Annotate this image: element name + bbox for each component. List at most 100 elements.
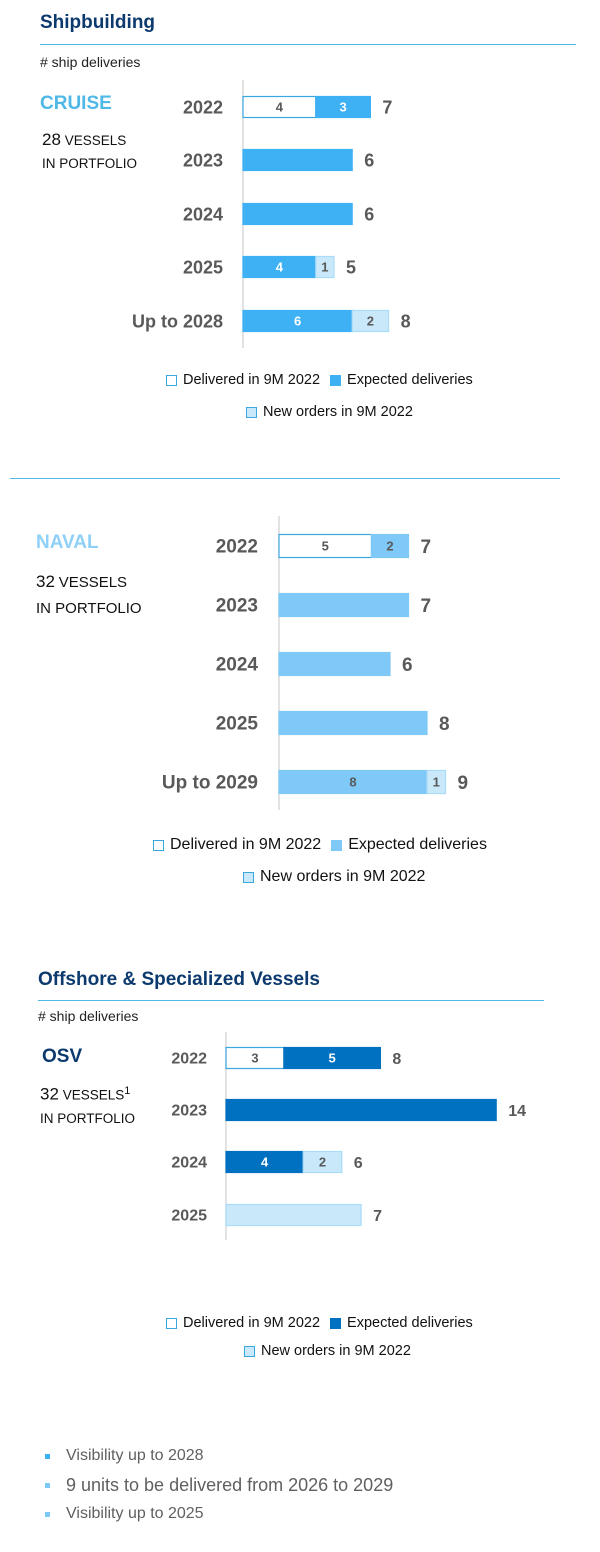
segment-value-label: 2 (319, 1155, 326, 1170)
category-label: 2023 (216, 596, 258, 617)
osv-footnote: 1 (124, 1085, 131, 1097)
osv-label: OSV (42, 1046, 83, 1067)
naval-label: NAVAL (36, 532, 99, 553)
osv-portfolio-text: IN PORTFOLIO (40, 1110, 136, 1126)
cruise-legend-row-2: New orders in 9M 2022 (246, 404, 413, 420)
bar-expected (283, 1046, 381, 1070)
naval-vessel-count: 32 (36, 572, 55, 591)
cruise-legend-row-1: Delivered in 9M 2022 Expected deliveries (166, 372, 473, 388)
bullet-text: Visibility up to 2025 (66, 1505, 204, 1522)
cruise-chart: 2022 4 3 7 2023 6 2024 6 2025 4 1 5 Up to 2028 6 2 8 (132, 80, 411, 348)
bar-expected (278, 592, 410, 618)
total-value-label: 9 (458, 773, 469, 794)
bar-new-orders (351, 309, 390, 333)
total-value-label: 7 (421, 537, 432, 558)
naval-legend-row-2: New orders in 9M 2022 (243, 868, 425, 886)
segment-value-label: 4 (276, 100, 284, 115)
bullet-text: Visibility up to 2028 (66, 1447, 204, 1464)
bullet-square-icon (45, 1482, 50, 1488)
naval-vessels-word: VESSELS (58, 574, 128, 591)
total-value-label: 7 (373, 1208, 382, 1225)
legend-new-orders-label: New orders in 9M 2022 (260, 868, 426, 885)
segment-value-label: 3 (251, 1051, 258, 1066)
legend-delivered-label: Delivered in 9M 2022 (183, 372, 321, 388)
legend-new-orders-label: New orders in 9M 2022 (263, 404, 413, 420)
legend-new-orders-swatch (243, 871, 254, 883)
total-value-label: 5 (346, 257, 356, 277)
legend-delivered-swatch (153, 839, 164, 851)
section-divider (10, 478, 560, 479)
total-value-label: 6 (402, 655, 413, 676)
category-label: 2023 (183, 150, 223, 170)
bullet-square-icon (45, 1511, 50, 1517)
cruise-portfolio-text: IN PORTFOLIO (42, 156, 138, 171)
bar-expected (315, 95, 371, 119)
legend-delivered-label: Delivered in 9M 2022 (170, 836, 322, 853)
segment-value-label: 5 (329, 1051, 336, 1066)
category-label: 2022 (183, 97, 223, 117)
category-label: 2022 (171, 1051, 207, 1068)
bullet-square-icon (45, 1453, 50, 1459)
segment-value-label: 2 (367, 314, 374, 329)
total-value-label: 7 (382, 97, 392, 117)
legend-expected-label: Expected deliveries (348, 836, 487, 853)
segment-value-label: 6 (294, 314, 301, 329)
bar-expected (278, 710, 428, 736)
offshore-title: Offshore & Specialized Vessels (38, 969, 320, 990)
bar-expected (278, 651, 391, 677)
total-value-label: 8 (392, 1051, 401, 1068)
legend-expected-label: Expected deliveries (347, 1315, 473, 1331)
shipbuilding-title: Shipbuilding (40, 12, 156, 33)
legend-new-orders-swatch (246, 406, 257, 418)
bar-expected (370, 533, 410, 559)
legend-delivered-swatch (166, 1317, 177, 1329)
bullet-text: 9 units to be delivered from 2026 to 202… (66, 1474, 394, 1495)
bar-expected (242, 202, 353, 226)
legend-expected-swatch (330, 374, 342, 386)
legend-expected-swatch (330, 1317, 342, 1329)
category-label: 2025 (171, 1208, 207, 1225)
naval-chart: 2022 5 2 7 2023 7 2024 6 2025 8 Up to 2029 8 1 9 (162, 516, 469, 810)
offshore-rule (38, 1000, 544, 1001)
bar-new-orders (225, 1203, 362, 1227)
bullet-item: Visibility up to 2028 (45, 1442, 393, 1470)
total-value-label: 6 (364, 204, 374, 224)
segment-value-label: 3 (339, 100, 346, 115)
total-value-label: 8 (401, 311, 411, 331)
category-label: Up to 2029 (162, 773, 258, 794)
osv-legend-row-2: New orders in 9M 2022 (244, 1343, 411, 1359)
cruise-vessel-count: 28 (42, 130, 61, 149)
category-label: 2025 (216, 714, 259, 735)
category-label: 2024 (171, 1155, 207, 1172)
osv-legend-row-1: Delivered in 9M 2022 Expected deliveries (166, 1315, 473, 1331)
category-label: 2024 (216, 655, 259, 676)
bar-expected (242, 148, 353, 172)
legend-expected-swatch (331, 839, 343, 851)
offshore-subtitle: # ship deliveries (38, 1008, 139, 1024)
category-label: 2025 (183, 257, 223, 277)
segment-value-label: 4 (261, 1155, 269, 1170)
total-value-label: 6 (354, 1155, 363, 1172)
cruise-label: CRUISE (40, 93, 112, 114)
legend-delivered-label: Delivered in 9M 2022 (183, 1315, 321, 1331)
osv-vessels-word: VESSELS (62, 1087, 125, 1103)
naval-portfolio: 32 VESSELS IN PORTFOLIO (36, 569, 142, 622)
cruise-vessels-word: VESSELS (64, 133, 127, 148)
legend-expected-label: Expected deliveries (347, 372, 473, 388)
osv-portfolio: 32 VESSELS1 IN PORTFOLIO (40, 1080, 135, 1130)
bullet-item: Visibility up to 2025 (45, 1500, 393, 1528)
bar-new-orders (426, 769, 447, 795)
segment-value-label: 1 (433, 775, 440, 790)
bullet-item: 9 units to be delivered from 2026 to 202… (45, 1470, 393, 1500)
legend-new-orders-swatch (244, 1345, 255, 1357)
shipbuilding-rule (40, 44, 576, 45)
naval-legend-row-1: Delivered in 9M 2022 Expected deliveries (153, 836, 487, 854)
segment-value-label: 2 (386, 539, 393, 554)
bar-new-orders (302, 1150, 343, 1174)
segment-value-label: 4 (276, 260, 284, 275)
segment-value-label: 1 (321, 260, 328, 275)
legend-delivered-swatch (166, 374, 177, 386)
total-value-label: 7 (421, 596, 432, 617)
segment-value-label: 5 (322, 539, 329, 554)
category-label: 2024 (183, 204, 223, 224)
